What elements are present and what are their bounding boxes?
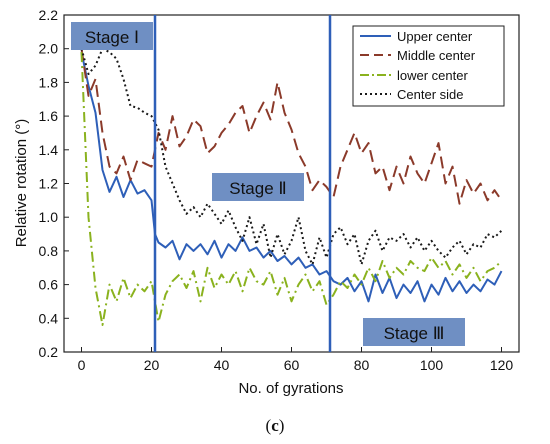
caption-open: ( (265, 416, 272, 435)
y-tick-label: 2.2 (39, 7, 59, 23)
x-tick-label: 40 (214, 357, 230, 373)
series-line-lower-center (80, 52, 503, 326)
x-tick-label: 20 (144, 357, 160, 373)
stage-lines (153, 15, 332, 352)
stage-label-3: Stage Ⅲ (363, 318, 465, 346)
series-line-center-side (80, 47, 503, 266)
x-tick-label: 80 (354, 357, 370, 373)
series-line-upper-center (80, 51, 503, 303)
y-tick-label: 1.2 (39, 176, 59, 192)
series-layer (80, 47, 503, 326)
y-tick-label: 1.4 (39, 142, 59, 158)
legend: Upper center Middle center lower center … (352, 25, 505, 107)
y-tick-label: 1.6 (39, 108, 59, 124)
y-tick-label: 1.0 (39, 209, 59, 225)
x-tick-label: 100 (420, 357, 444, 373)
y-tick-label: 1.8 (39, 74, 59, 90)
ticks: 0 20 40 60 80 100 120 0.2 0.4 0.6 0.8 1.0 1.2 1.4 1.6 1… (39, 7, 514, 373)
x-tick-label: 0 (78, 357, 86, 373)
y-tick-label: 0.8 (39, 243, 59, 259)
stage-label-3-text: Stage Ⅲ (384, 324, 445, 343)
stage-label-2: Stage Ⅱ (212, 173, 304, 201)
stage-label-3-box (363, 318, 465, 346)
legend-label-middle-center: Middle center (397, 48, 476, 63)
stage-label-1-box (71, 22, 153, 50)
legend-label-center-side: Center side (397, 87, 463, 102)
legend-label-lower-center: lower center (397, 68, 468, 83)
legend-frame (352, 25, 505, 107)
x-tick-label: 60 (284, 357, 300, 373)
caption-close: ) (278, 416, 285, 435)
x-tick-label: 120 (490, 357, 514, 373)
y-tick-label: 0.4 (39, 310, 59, 326)
stage-label-2-box (212, 173, 304, 201)
y-axis-label: Relative rotation (°) (13, 119, 30, 248)
caption-letter: c (271, 416, 279, 435)
figure-caption: (c) (0, 416, 550, 436)
y-tick-label: 0.2 (39, 344, 59, 360)
stage-label-1: Stage Ⅰ (71, 22, 153, 50)
stage-label-1-text: Stage Ⅰ (85, 28, 139, 47)
series-line-middle-center (80, 48, 503, 205)
y-tick-label: 0.6 (39, 277, 59, 293)
stage-label-2-text: Stage Ⅱ (229, 179, 287, 198)
x-axis-label: No. of gyrations (238, 380, 343, 397)
legend-label-upper-center: Upper center (397, 29, 473, 44)
y-tick-label: 2.0 (39, 41, 59, 57)
